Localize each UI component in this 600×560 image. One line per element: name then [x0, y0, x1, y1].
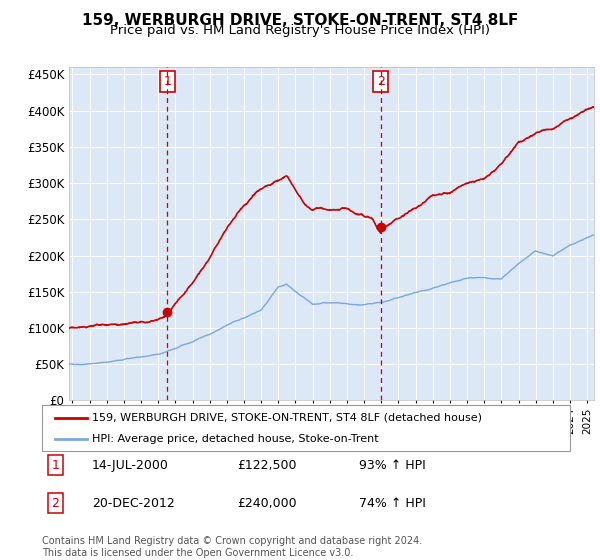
Text: 1: 1 — [51, 459, 59, 472]
Text: 159, WERBURGH DRIVE, STOKE-ON-TRENT, ST4 8LF: 159, WERBURGH DRIVE, STOKE-ON-TRENT, ST4… — [82, 13, 518, 28]
Text: £122,500: £122,500 — [238, 459, 297, 472]
Text: £240,000: £240,000 — [238, 497, 297, 510]
Text: 159, WERBURGH DRIVE, STOKE-ON-TRENT, ST4 8LF (detached house): 159, WERBURGH DRIVE, STOKE-ON-TRENT, ST4… — [92, 413, 482, 423]
Text: 1: 1 — [164, 75, 172, 88]
Text: 2: 2 — [377, 75, 385, 88]
Text: 93% ↑ HPI: 93% ↑ HPI — [359, 459, 425, 472]
FancyBboxPatch shape — [42, 405, 570, 451]
Text: 20-DEC-2012: 20-DEC-2012 — [92, 497, 175, 510]
Text: HPI: Average price, detached house, Stoke-on-Trent: HPI: Average price, detached house, Stok… — [92, 435, 379, 444]
Text: Contains HM Land Registry data © Crown copyright and database right 2024.
This d: Contains HM Land Registry data © Crown c… — [42, 536, 422, 558]
Text: 2: 2 — [51, 497, 59, 510]
Text: 14-JUL-2000: 14-JUL-2000 — [92, 459, 169, 472]
Text: 74% ↑ HPI: 74% ↑ HPI — [359, 497, 425, 510]
Text: Price paid vs. HM Land Registry's House Price Index (HPI): Price paid vs. HM Land Registry's House … — [110, 24, 490, 37]
